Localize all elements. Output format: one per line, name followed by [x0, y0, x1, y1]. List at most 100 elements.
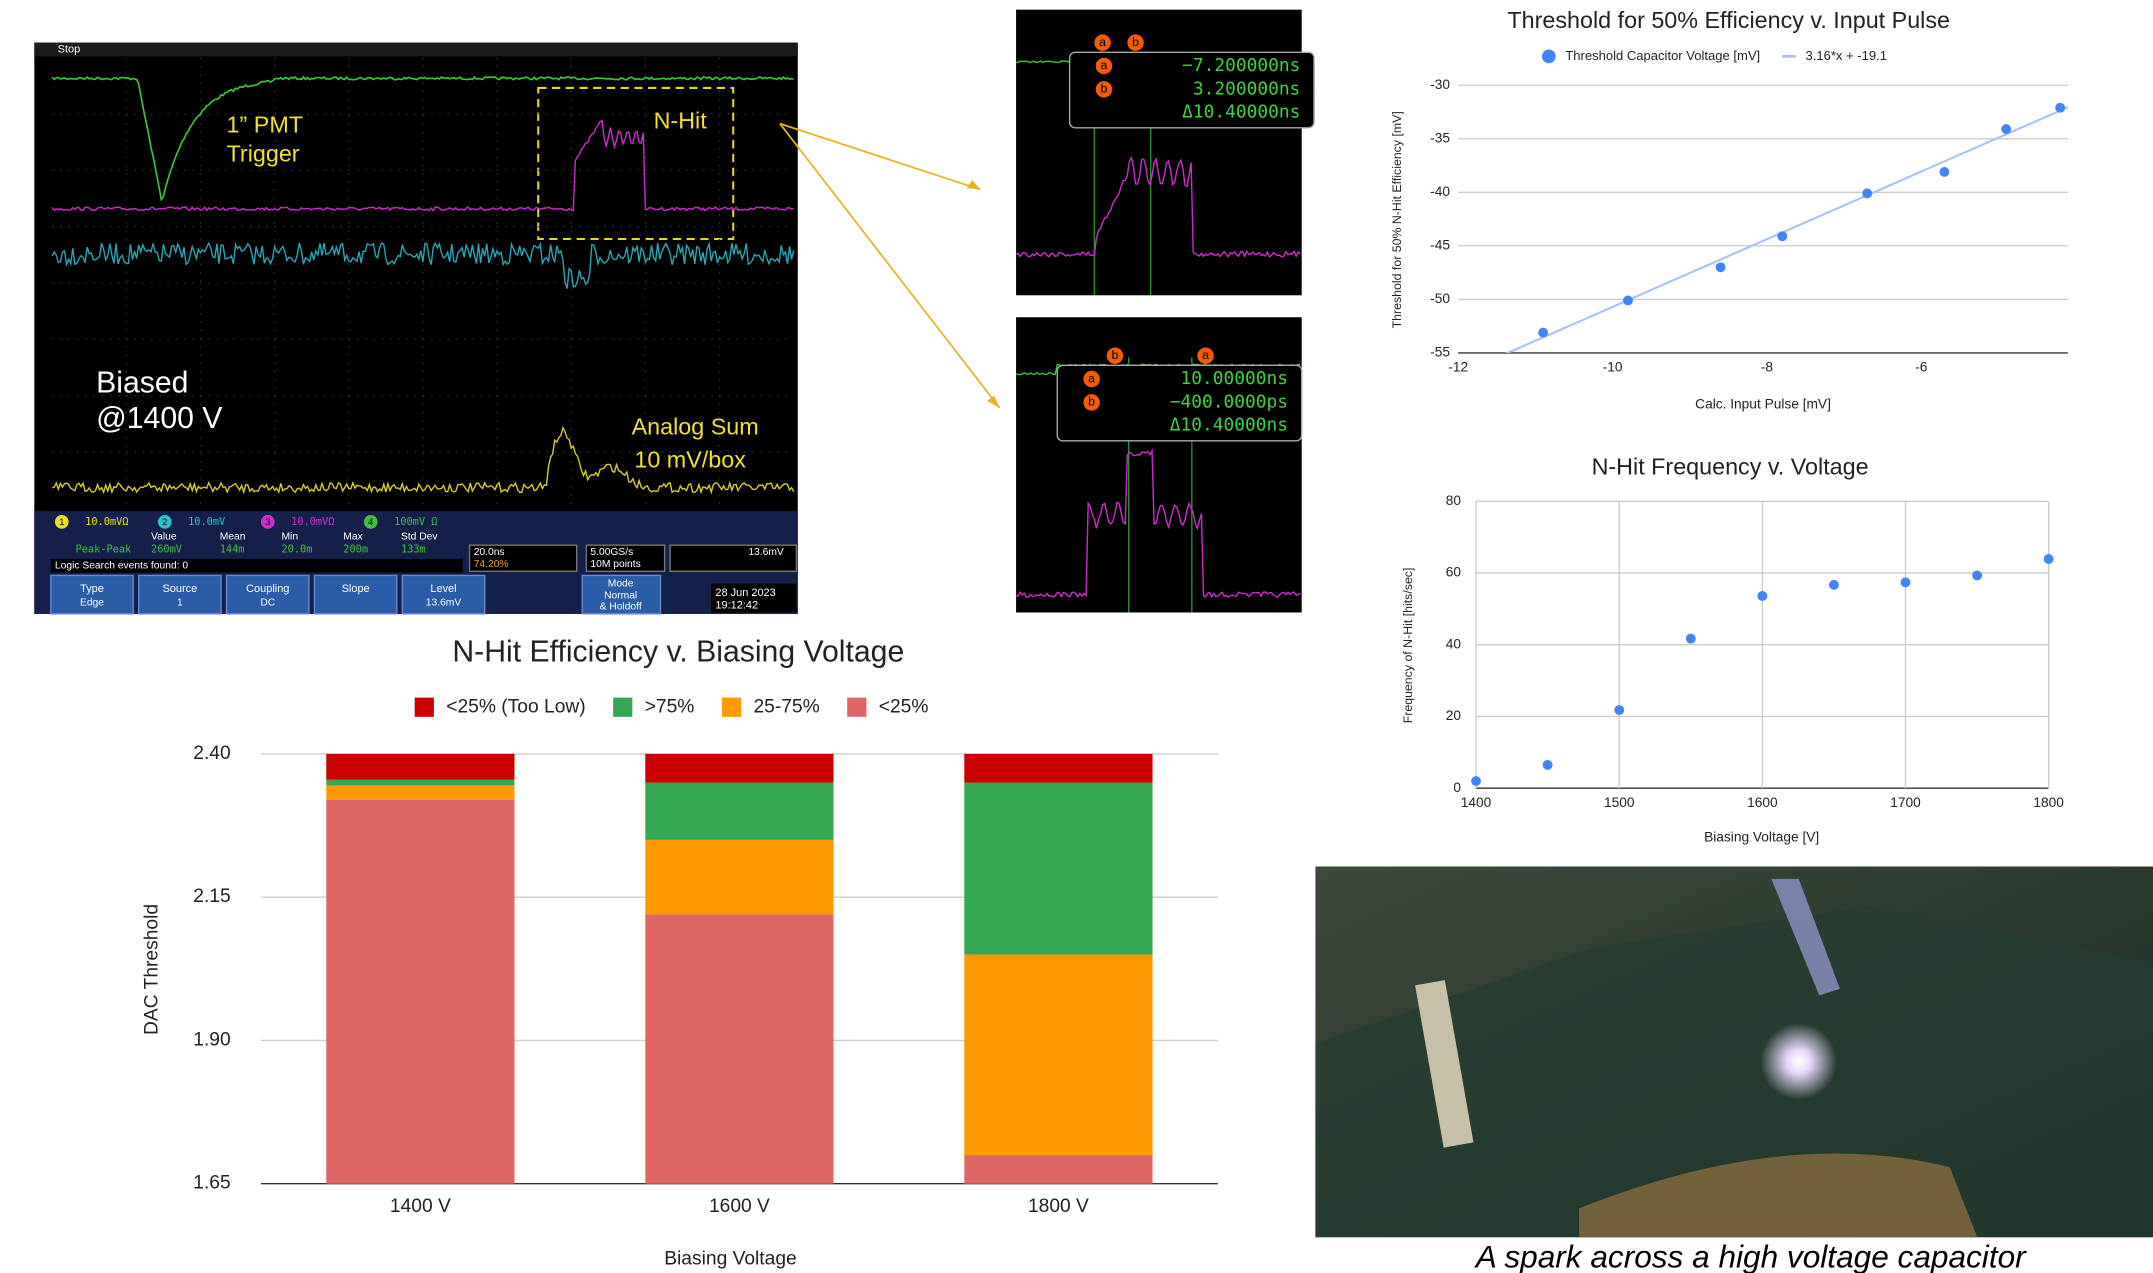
channel-id: 2	[162, 517, 167, 528]
bar-segment	[964, 1155, 1152, 1184]
menu-title: Source	[162, 583, 197, 595]
y-tick-label: 1.90	[193, 1029, 230, 1050]
y-tick-label: 60	[1446, 565, 1462, 580]
x-tick-label: 1600 V	[709, 1196, 770, 1217]
zoom-screen	[1016, 317, 1302, 612]
channel-scale: 100mV Ω	[394, 516, 437, 528]
label: 1” PMT	[227, 112, 303, 138]
cursor-id: a	[1101, 58, 1108, 72]
point	[1716, 262, 1726, 272]
x-tick-label: -10	[1603, 360, 1623, 375]
y-axis-title: Frequency of N-Hit [hits/sec]	[1401, 568, 1415, 724]
menu-title: Type	[80, 583, 104, 595]
measure-header: Min	[281, 532, 298, 543]
menu-value: & Holdoff	[600, 602, 642, 613]
y-tick-label: -55	[1430, 345, 1450, 360]
x-tick-label: -8	[1761, 360, 1774, 375]
y-tick-label: 40	[1446, 636, 1462, 651]
bar-segment	[964, 783, 1152, 955]
point	[1829, 580, 1839, 590]
menu-title: Slope	[342, 583, 370, 595]
sample: 10M points	[590, 559, 640, 570]
legend-swatch	[722, 698, 741, 717]
photo-spark	[1760, 1023, 1837, 1100]
x-axis-title: Calc. Input Pulse [mV]	[1695, 397, 1831, 412]
measure-header: Max	[343, 532, 363, 543]
label: Analog Sum	[632, 414, 759, 440]
point	[1862, 188, 1872, 198]
label: Trigger	[227, 140, 300, 166]
arrow	[780, 124, 980, 190]
y-tick-label: -50	[1430, 291, 1450, 306]
cursor-readout: −7.200000ns	[1182, 55, 1300, 76]
x-tick-label: 1400	[1461, 795, 1492, 810]
bar-segment	[326, 785, 514, 799]
point	[1757, 591, 1767, 601]
y-tick-label: 0	[1453, 780, 1461, 795]
measure-value: 133m	[401, 543, 426, 555]
menu-value: Edge	[80, 598, 104, 609]
chart-title: N-Hit Frequency v. Voltage	[1592, 453, 1869, 479]
legend-swatch	[415, 698, 434, 717]
x-tick-label: -12	[1448, 360, 1468, 375]
bar-segment	[326, 754, 514, 780]
x-tick-label: 1600	[1747, 795, 1778, 810]
scope-topbar	[34, 43, 797, 57]
label: 10 mV/box	[634, 447, 746, 473]
x-tick-label: 1700	[1890, 795, 1921, 810]
y-tick-label: -45	[1430, 237, 1450, 252]
cursor-id: a	[1088, 371, 1095, 385]
bar-segment	[645, 783, 833, 840]
scope	[34, 43, 999, 614]
channel-scale: 10.0mVΩ	[291, 516, 334, 528]
menu-title: Coupling	[246, 583, 289, 595]
channel-id: 4	[368, 517, 374, 528]
y-tick-label: 2.15	[193, 886, 230, 907]
y-tick-label: 1.65	[193, 1173, 230, 1194]
bar-segment	[645, 840, 833, 914]
date: 28 Jun 2023	[715, 587, 775, 599]
cursor-readout: 10.00000ns	[1181, 368, 1288, 389]
channel-scale: 10.0mV	[188, 516, 225, 528]
cursor-readout: 3.200000ns	[1193, 78, 1300, 99]
page: Stop1” PMTTriggerN-HitBiased@1400 VAnalo…	[0, 0, 2153, 1273]
measure-value: 200m	[343, 543, 368, 555]
bar-segment	[964, 754, 1152, 783]
point	[2055, 103, 2065, 113]
arrow	[780, 124, 1000, 408]
measure-header: Value	[151, 532, 177, 543]
measure-value: 144m	[220, 543, 245, 555]
menu-title: Mode	[608, 578, 634, 589]
cursor-readout: Δ10.40000ns	[1170, 415, 1288, 436]
legend-label: 3.16*x + -19.1	[1805, 48, 1887, 63]
arrow-head	[967, 180, 1000, 408]
point	[1777, 231, 1787, 241]
point	[1471, 776, 1481, 786]
legend-label: <25% (Too Low)	[446, 696, 585, 717]
timebase: 20.0ns	[474, 547, 505, 558]
cursor-id: b	[1088, 395, 1095, 409]
point	[1939, 167, 1949, 177]
legend-label: Threshold Capacitor Voltage [mV]	[1565, 48, 1760, 63]
measure-value: Peak-Peak	[76, 543, 133, 555]
menu-value: 1	[177, 598, 183, 609]
trigger-level: 13.6mV	[748, 547, 784, 558]
search-text: Logic Search events found: 0	[55, 561, 188, 572]
bar-segment	[964, 954, 1152, 1155]
chart-title: Threshold for 50% Efficiency v. Input Pu…	[1507, 7, 1950, 33]
x-tick-label: 1400 V	[390, 1196, 451, 1217]
y-tick-label: 2.40	[193, 743, 230, 764]
chart-title: N-Hit Efficiency v. Biasing Voltage	[452, 636, 904, 669]
channel-scale: 10.0mVΩ	[85, 516, 128, 528]
bar-segment	[645, 914, 833, 1183]
point	[2044, 554, 2054, 564]
bar-segment	[326, 780, 514, 786]
cursor-id: b	[1132, 35, 1139, 49]
measure-value: 20.0m	[281, 543, 312, 555]
y-tick-label: -30	[1430, 77, 1450, 92]
legend-swatch	[613, 698, 632, 717]
label: @1400 V	[96, 402, 222, 435]
bar-segment	[326, 800, 514, 1184]
y-tick-label: 20	[1446, 708, 1462, 723]
label: Biased	[96, 367, 188, 400]
